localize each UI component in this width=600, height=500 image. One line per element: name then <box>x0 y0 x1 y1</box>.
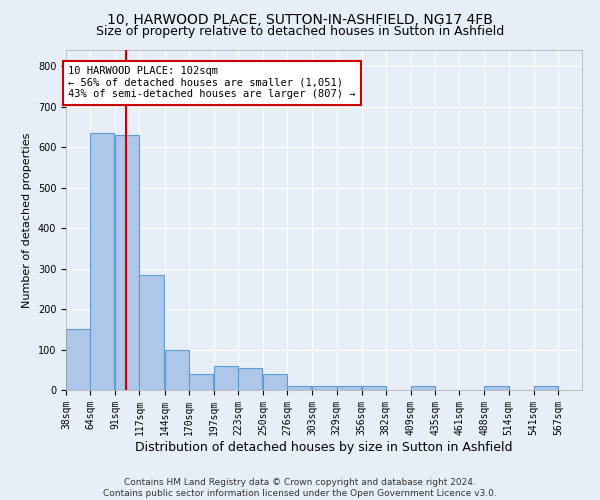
Bar <box>287 386 311 390</box>
Text: 10 HARWOOD PLACE: 102sqm
← 56% of detached houses are smaller (1,051)
43% of sem: 10 HARWOOD PLACE: 102sqm ← 56% of detach… <box>68 66 355 100</box>
Bar <box>337 386 361 390</box>
Bar <box>115 135 139 390</box>
Text: Size of property relative to detached houses in Sutton in Ashfield: Size of property relative to detached ho… <box>96 25 504 38</box>
Bar <box>362 386 386 390</box>
Bar <box>533 386 558 390</box>
X-axis label: Distribution of detached houses by size in Sutton in Ashfield: Distribution of detached houses by size … <box>135 440 513 454</box>
Bar <box>66 330 90 390</box>
Bar <box>90 133 115 390</box>
Y-axis label: Number of detached properties: Number of detached properties <box>22 132 32 308</box>
Bar <box>411 386 435 390</box>
Text: 10, HARWOOD PLACE, SUTTON-IN-ASHFIELD, NG17 4FB: 10, HARWOOD PLACE, SUTTON-IN-ASHFIELD, N… <box>107 12 493 26</box>
Bar <box>313 386 337 390</box>
Bar <box>263 374 287 390</box>
Text: Contains HM Land Registry data © Crown copyright and database right 2024.
Contai: Contains HM Land Registry data © Crown c… <box>103 478 497 498</box>
Bar <box>164 350 189 390</box>
Bar <box>214 366 238 390</box>
Bar <box>189 374 213 390</box>
Bar <box>139 274 164 390</box>
Bar <box>484 386 509 390</box>
Bar <box>238 368 262 390</box>
